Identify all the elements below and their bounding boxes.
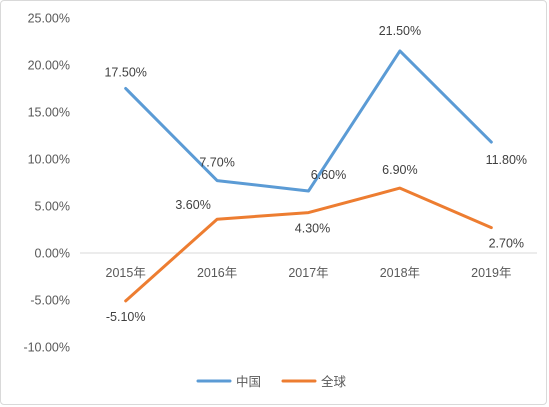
data-labels: 17.50% 7.70% 6.60% 21.50% 11.80% -5.10% 3.60% 4… xyxy=(104,24,527,324)
x-tick-label: 2016年 xyxy=(197,266,237,280)
data-label: 2.70% xyxy=(489,237,524,251)
y-tick-label: 20.00% xyxy=(28,59,70,73)
data-label: 21.50% xyxy=(379,24,421,38)
data-label: 6.90% xyxy=(382,163,417,177)
x-axis-ticks: 2015年 2016年 2017年 2018年 2019年 xyxy=(106,266,512,280)
x-tick-label: 2018年 xyxy=(380,266,420,280)
x-tick-label: 2019年 xyxy=(471,266,511,280)
y-tick-label: -5.00% xyxy=(30,294,70,308)
y-tick-label: -10.00% xyxy=(23,341,70,355)
y-tick-label: 15.00% xyxy=(28,106,70,120)
series-lines xyxy=(124,49,493,303)
data-label: 17.50% xyxy=(104,66,146,80)
data-label: 7.70% xyxy=(199,156,234,170)
y-tick-label: 5.00% xyxy=(35,200,70,214)
x-tick-label: 2017年 xyxy=(288,266,328,280)
legend: 中国 全球 xyxy=(196,374,347,389)
x-tick-label: 2015年 xyxy=(106,266,146,280)
data-label: 3.60% xyxy=(175,198,210,212)
legend-label: 全球 xyxy=(321,374,347,389)
legend-label: 中国 xyxy=(236,374,261,389)
data-label: 4.30% xyxy=(295,222,330,236)
data-label: 6.60% xyxy=(311,168,346,182)
y-tick-label: 0.00% xyxy=(35,247,70,261)
y-tick-label: 10.00% xyxy=(28,153,70,167)
data-label: 11.80% xyxy=(486,153,527,167)
data-label: -5.10% xyxy=(106,310,146,324)
series-line-0 xyxy=(124,49,493,193)
y-tick-label: 25.00% xyxy=(28,12,70,26)
series-line-1 xyxy=(124,186,493,303)
y-axis-ticks: 25.00% 20.00% 15.00% 10.00% 5.00% 0.00% -5.00%… xyxy=(23,12,70,355)
